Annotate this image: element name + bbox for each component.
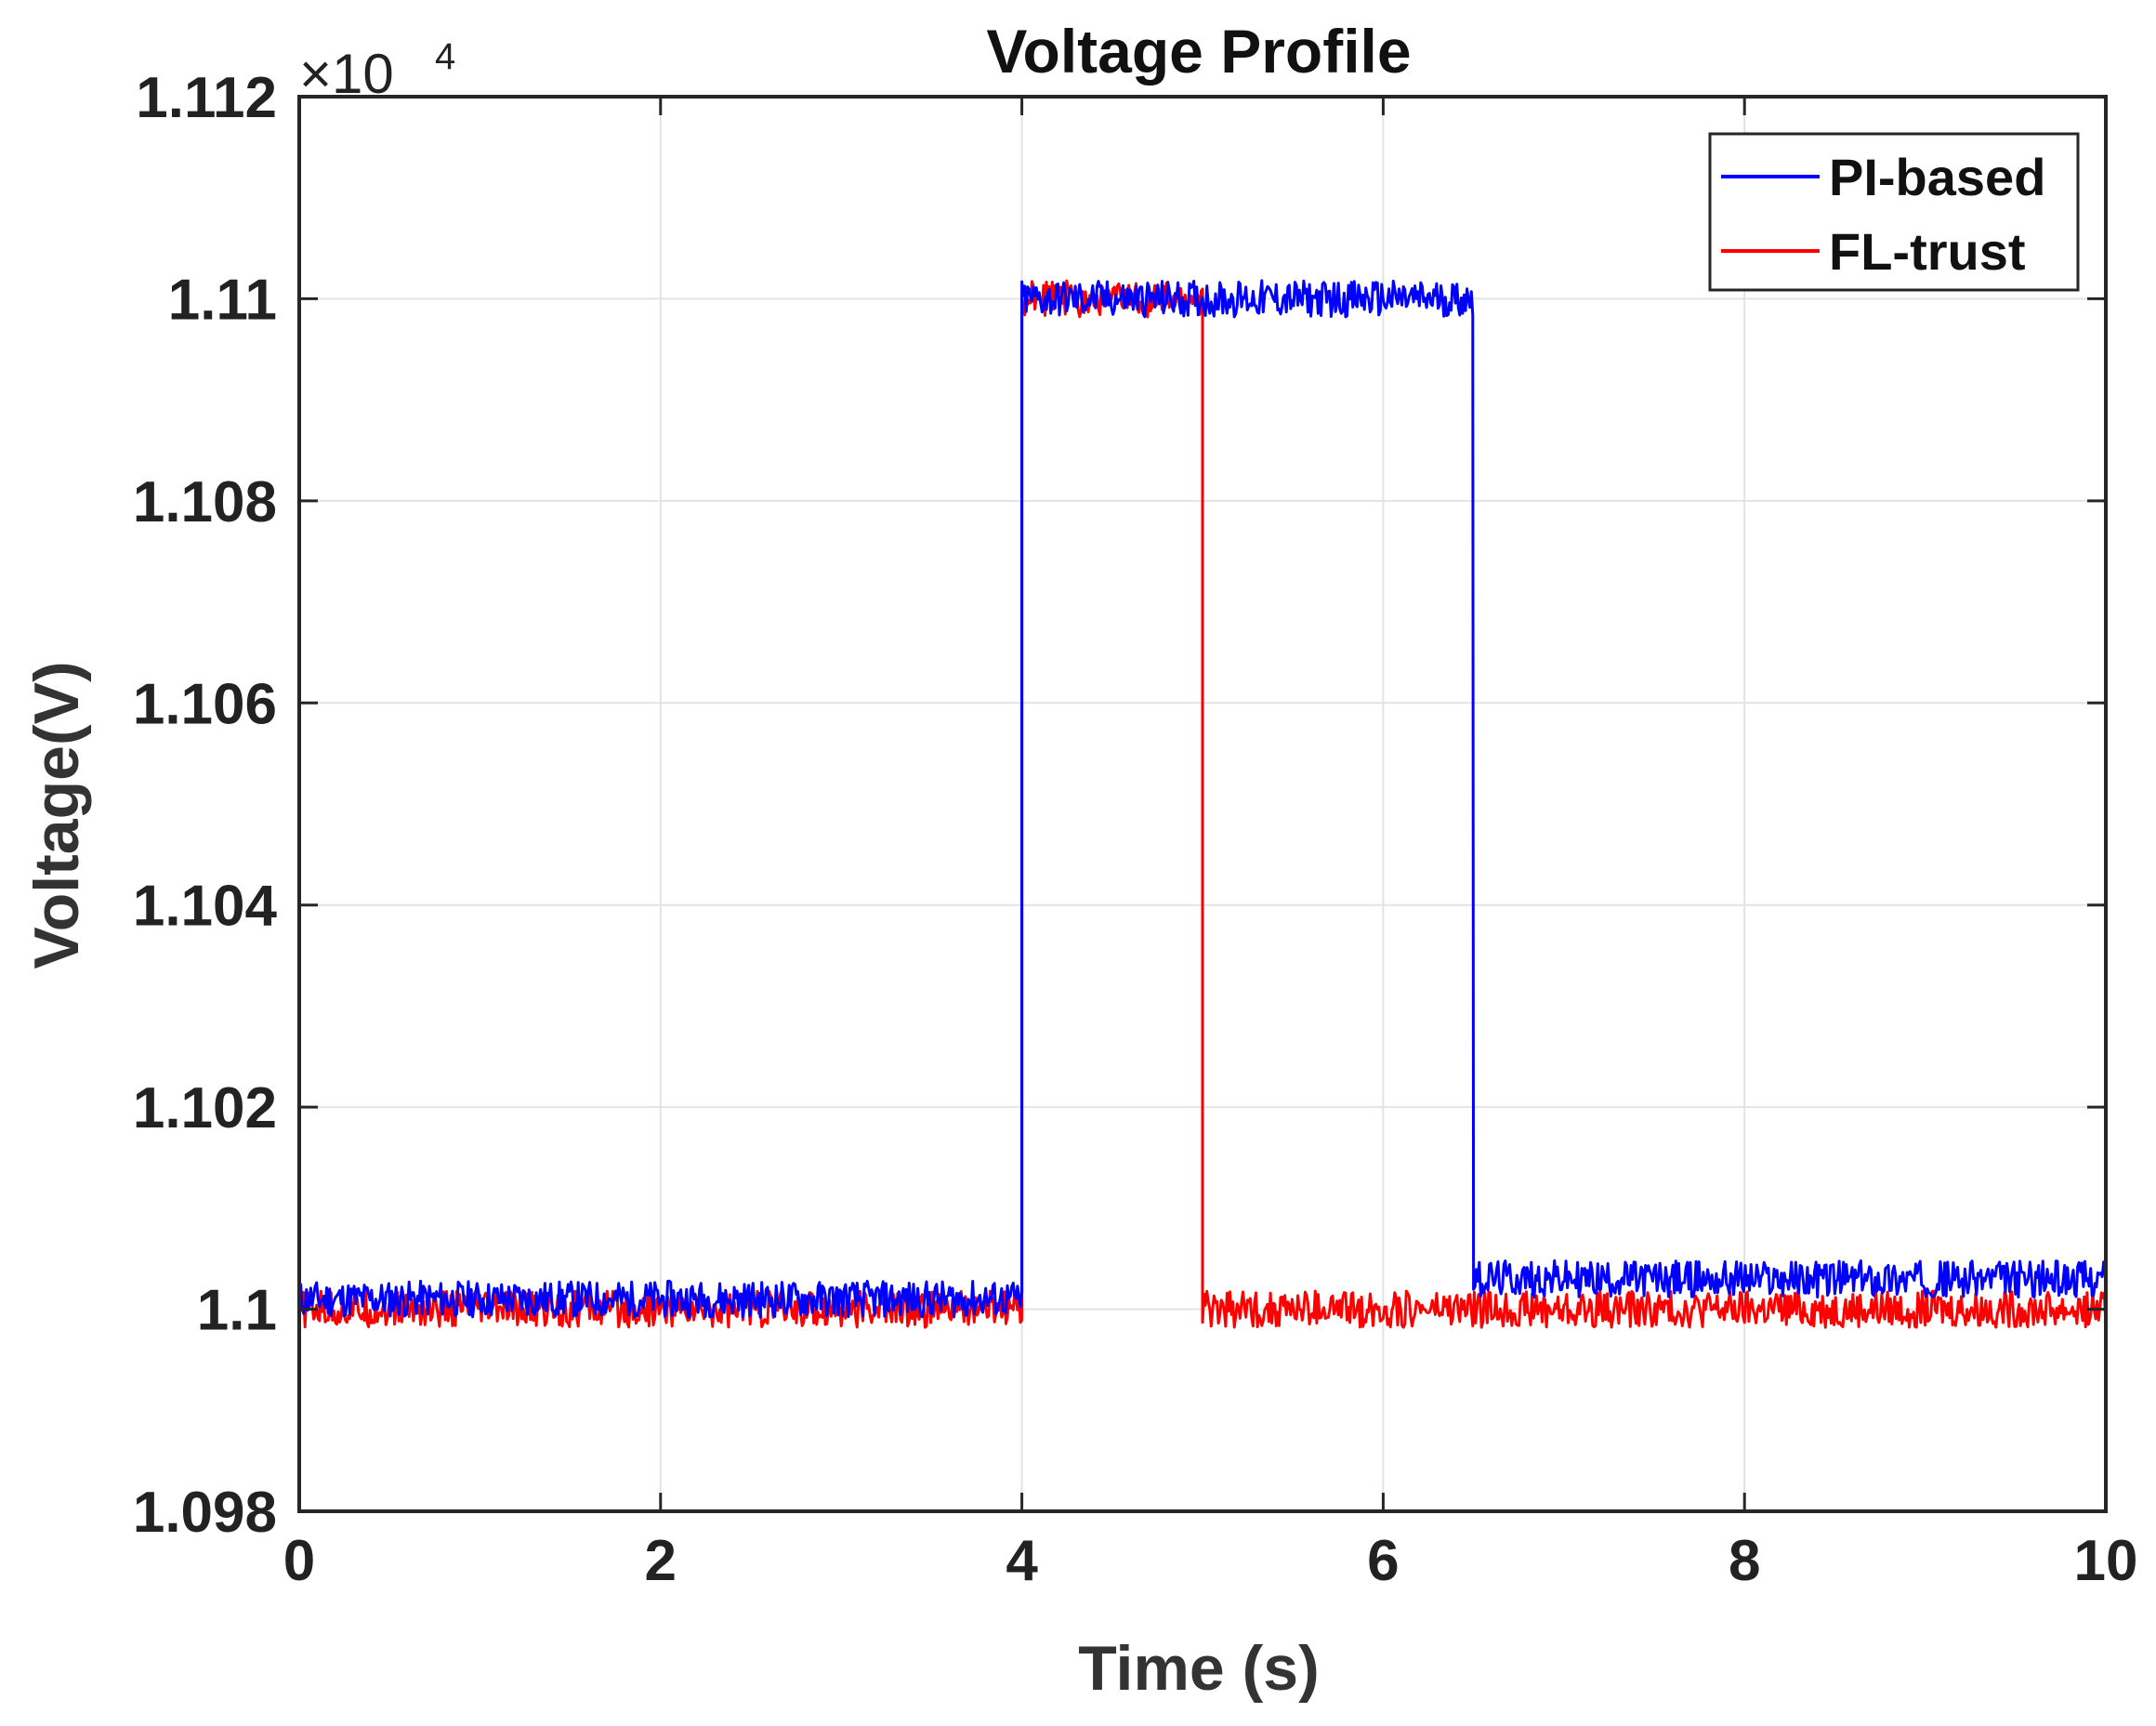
y-multiplier-exponent: 4 bbox=[435, 36, 455, 77]
x-tick-label: 10 bbox=[2074, 1529, 2138, 1593]
x-tick-label: 2 bbox=[645, 1529, 677, 1593]
y-tick-label: 1.11 bbox=[168, 268, 277, 332]
legend-box bbox=[1708, 132, 2080, 292]
y-tick-label: 1.108 bbox=[133, 470, 277, 534]
series-layer bbox=[297, 279, 2108, 1329]
y-axis-title: Voltage(V) bbox=[21, 661, 92, 968]
x-tick-label: 0 bbox=[283, 1529, 315, 1593]
plot-frame bbox=[297, 95, 2108, 1513]
y-tick-label: 1.1 bbox=[197, 1279, 277, 1343]
x-tick-label: 8 bbox=[1729, 1529, 1760, 1593]
y-tick-label: 1.104 bbox=[133, 875, 278, 939]
x-axis-title: Time (s) bbox=[1078, 1633, 1319, 1704]
x-tick-label: 4 bbox=[1006, 1529, 1038, 1593]
axis-ticks bbox=[297, 95, 2108, 1513]
legend-label-fl-trust: FL-trust bbox=[1829, 222, 2026, 281]
y-tick-label: 1.106 bbox=[133, 672, 277, 736]
y-tick-label: 1.102 bbox=[133, 1076, 277, 1140]
y-multiplier-base: ×10 bbox=[299, 43, 394, 105]
legend: PI-based FL-trust bbox=[1708, 132, 2080, 292]
y-tick-label: 1.112 bbox=[136, 66, 277, 130]
series-line-pi-based bbox=[297, 279, 2107, 1319]
chart-title: Voltage Profile bbox=[986, 17, 1411, 86]
legend-label-pi-based: PI-based bbox=[1829, 148, 2045, 206]
y-axis-multiplier: ×10 4 bbox=[299, 36, 455, 105]
series-line-fl-trust bbox=[297, 279, 2108, 1329]
x-tick-label: 6 bbox=[1367, 1529, 1399, 1593]
tick-labels: 0 2 4 6 8 10 1.098 1.1 1.102 1.104 1.106 1.108 1.11 1… bbox=[133, 66, 2138, 1593]
y-tick-label: 1.098 bbox=[133, 1481, 277, 1545]
